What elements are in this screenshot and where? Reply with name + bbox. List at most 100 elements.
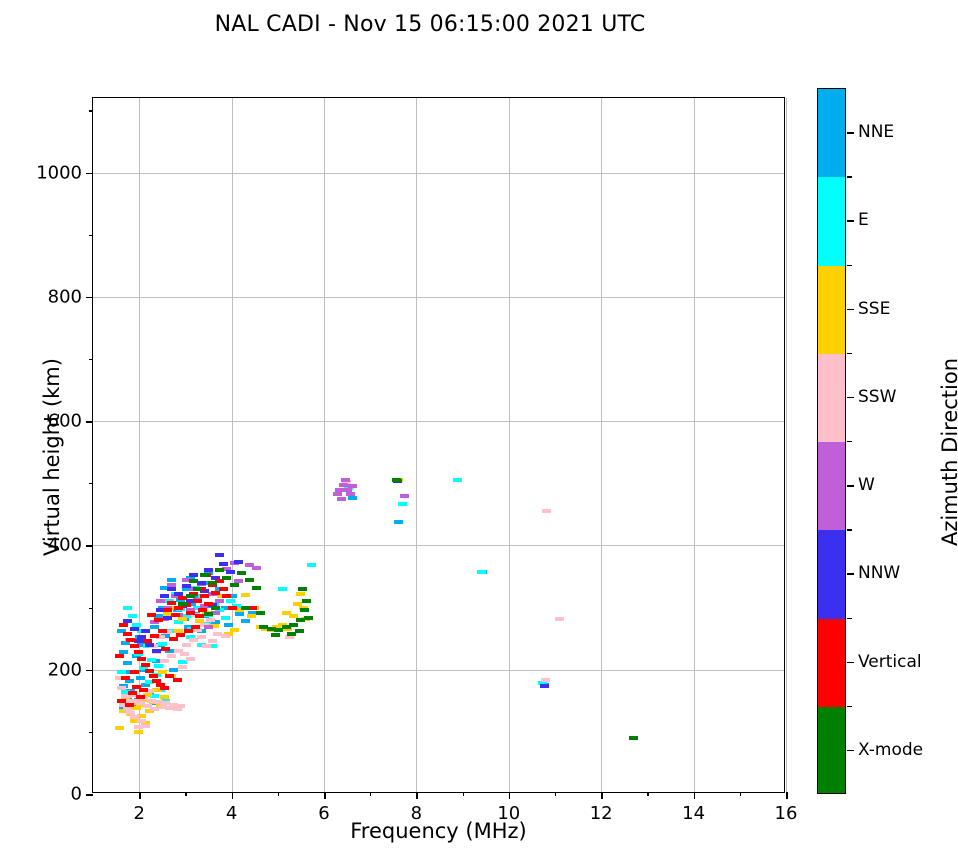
- data-point-nnw: [133, 639, 143, 644]
- data-point-nne: [126, 688, 136, 693]
- gridline-vertical: [416, 98, 418, 792]
- data-point-vertical: [218, 586, 228, 591]
- data-point-e: [226, 599, 236, 604]
- data-point-vertical: [148, 673, 158, 678]
- data-point-ssw: [126, 711, 136, 716]
- data-point-sse: [178, 616, 188, 621]
- colorbar-label-e: E: [858, 210, 869, 231]
- data-point-w: [211, 610, 221, 615]
- colorbar-segment-e[interactable]: [818, 177, 845, 266]
- data-point-ssw: [130, 714, 140, 719]
- data-point-vertical: [183, 629, 193, 634]
- data-point-x-mode: [298, 586, 308, 591]
- data-point-x-mode: [303, 615, 313, 620]
- data-point-x-mode: [300, 608, 310, 613]
- data-point-ssw: [155, 635, 165, 640]
- data-point-vertical: [163, 608, 173, 613]
- data-point-ssw: [202, 644, 212, 649]
- y-tick-minor: [89, 483, 93, 485]
- data-point-ssw: [165, 706, 175, 711]
- data-point-ssw: [196, 635, 206, 640]
- gridline-horizontal: [93, 545, 784, 547]
- data-point-nne: [235, 611, 245, 616]
- colorbar-tick: [847, 485, 854, 487]
- data-point-w: [185, 608, 195, 613]
- colorbar-boundary-tick: [847, 352, 852, 355]
- data-point-sse: [141, 721, 151, 726]
- data-point-x-mode: [192, 586, 202, 591]
- data-point-sse: [157, 670, 167, 675]
- data-point-sse: [296, 591, 306, 596]
- data-point-nnw: [163, 615, 173, 620]
- data-point-sse: [292, 601, 302, 606]
- data-point-x-mode: [237, 570, 247, 575]
- colorbar-segment-ssw[interactable]: [818, 353, 845, 443]
- data-point-x-mode: [252, 585, 262, 590]
- data-point-vertical: [130, 644, 140, 649]
- data-point-nne: [141, 683, 151, 688]
- grid-lines: [93, 98, 787, 792]
- data-point-nnw: [181, 584, 191, 589]
- data-point-vertical: [155, 682, 165, 687]
- data-point-nnw: [204, 568, 213, 573]
- data-point-e: [131, 622, 141, 627]
- colorbar-segment-sse[interactable]: [818, 265, 845, 355]
- y-tick-major: [86, 172, 93, 175]
- data-point-nnw: [137, 635, 147, 640]
- colorbar-segment-nnw[interactable]: [818, 530, 845, 619]
- data-point-vertical: [137, 656, 147, 661]
- data-point-nnw: [130, 627, 140, 632]
- data-point-vertical: [200, 594, 210, 599]
- data-point-vertical: [215, 579, 225, 584]
- data-point-nnw: [141, 629, 151, 634]
- data-point-w: [167, 583, 177, 588]
- data-point-vertical: [176, 632, 186, 637]
- data-point-nne: [168, 667, 178, 672]
- data-point-nnw: [152, 649, 162, 654]
- data-point-vertical: [211, 590, 221, 595]
- data-point-vertical: [222, 594, 232, 599]
- colorbar-segment-x-mode[interactable]: [818, 706, 845, 793]
- data-point-e: [128, 614, 138, 619]
- colorbar-segment-w[interactable]: [818, 442, 845, 531]
- data-point-e: [185, 635, 195, 640]
- data-point-vertical: [198, 608, 208, 613]
- x-tick-major: [786, 792, 788, 799]
- data-point-e: [220, 615, 230, 620]
- data-point-e: [157, 641, 167, 646]
- data-point-e: [122, 605, 132, 610]
- data-point-ssw: [133, 724, 143, 729]
- colorbar[interactable]: [817, 88, 846, 794]
- data-point-sse: [159, 695, 169, 700]
- data-point-nne: [117, 629, 127, 634]
- data-point-x-mode: [255, 610, 265, 615]
- data-point-x-mode: [222, 575, 232, 580]
- data-point-nne: [137, 642, 147, 647]
- data-point-nnw: [189, 573, 199, 578]
- y-tick-major: [86, 296, 93, 299]
- colorbar-label-x-mode: X-mode: [858, 739, 924, 760]
- data-point-x-mode: [185, 594, 195, 599]
- y-tick-major: [86, 545, 93, 548]
- data-point-vertical: [118, 622, 128, 627]
- data-point-x-mode: [287, 631, 297, 636]
- data-point-nnw: [122, 619, 132, 624]
- data-point-nne: [176, 598, 186, 603]
- data-point-ssw: [161, 701, 171, 706]
- colorbar-segment-vertical[interactable]: [818, 618, 845, 708]
- colorbar-segment-nne[interactable]: [818, 89, 845, 178]
- data-point-nne: [118, 683, 128, 688]
- data-point-w: [338, 482, 348, 487]
- x-tick-label: 12: [589, 803, 613, 824]
- data-point-nnw: [540, 683, 550, 688]
- data-point-nne: [157, 605, 167, 610]
- data-point-sse: [174, 629, 184, 634]
- data-point-w: [244, 563, 254, 568]
- data-point-vertical: [150, 634, 160, 639]
- y-tick-minor: [89, 110, 93, 112]
- y-tick-minor: [89, 234, 93, 236]
- colorbar-boundary-tick: [847, 441, 852, 443]
- data-point-nne: [224, 622, 234, 627]
- data-point-x-mode: [215, 568, 225, 573]
- data-point-vertical: [157, 629, 167, 634]
